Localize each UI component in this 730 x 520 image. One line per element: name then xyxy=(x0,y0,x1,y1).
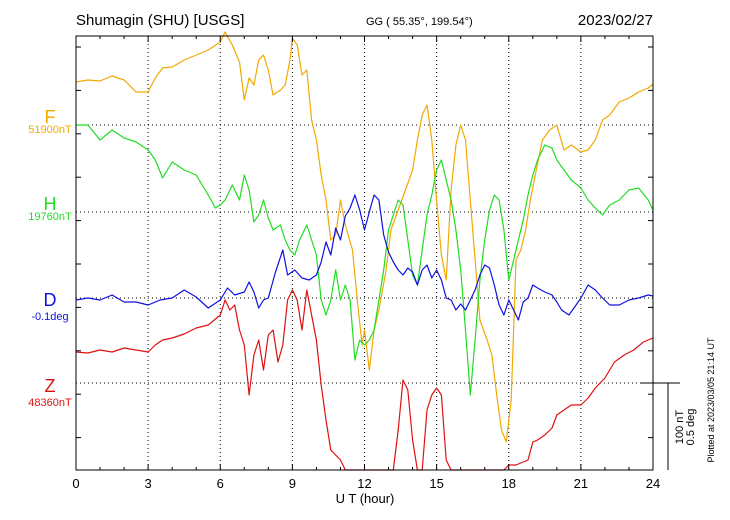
data-series xyxy=(75,31,654,471)
x-tick-label: 12 xyxy=(357,476,371,491)
axis-ticks: 0 3 6 9 12 15 18 21 24 xyxy=(72,36,660,491)
series-name-d: D xyxy=(44,290,57,310)
station-title: Shumagin (SHU) [USGS] xyxy=(76,12,244,29)
series-line-f xyxy=(75,31,654,443)
scale-bar-label-deg: 0.5 deg xyxy=(685,409,697,446)
x-tick-label: 6 xyxy=(217,476,224,491)
grid-lines xyxy=(76,36,653,470)
series-line-h xyxy=(76,124,654,396)
series-name-z: Z xyxy=(45,376,56,396)
series-line-d xyxy=(75,194,654,321)
series-baseline-h: 19760nT xyxy=(28,211,72,223)
coordinates-label: GG ( 55.35°, 199.54°) xyxy=(366,16,473,28)
series-line-z xyxy=(75,289,654,471)
x-tick-label: 0 xyxy=(72,476,79,491)
series-name-f: F xyxy=(45,107,56,127)
series-baseline-z: 48360nT xyxy=(28,397,72,409)
plotted-at-label: Plotted at 2023/03/05 21:14 UT xyxy=(706,337,716,463)
x-tick-label: 15 xyxy=(429,476,443,491)
series-baseline-f: 51900nT xyxy=(28,124,72,136)
x-axis-title: U T (hour) xyxy=(336,491,395,506)
x-tick-label: 18 xyxy=(502,476,516,491)
x-tick-label: 24 xyxy=(646,476,660,491)
scale-bar: 100 nT 0.5 deg xyxy=(641,382,697,470)
date-label: 2023/02/27 xyxy=(578,12,653,29)
scale-bar-label-nt: 100 nT xyxy=(674,410,686,445)
series-name-h: H xyxy=(44,194,57,214)
x-tick-label: 9 xyxy=(289,476,296,491)
x-tick-label: 3 xyxy=(145,476,152,491)
series-baseline-d: -0.1deg xyxy=(31,311,68,323)
x-tick-label: 21 xyxy=(574,476,588,491)
